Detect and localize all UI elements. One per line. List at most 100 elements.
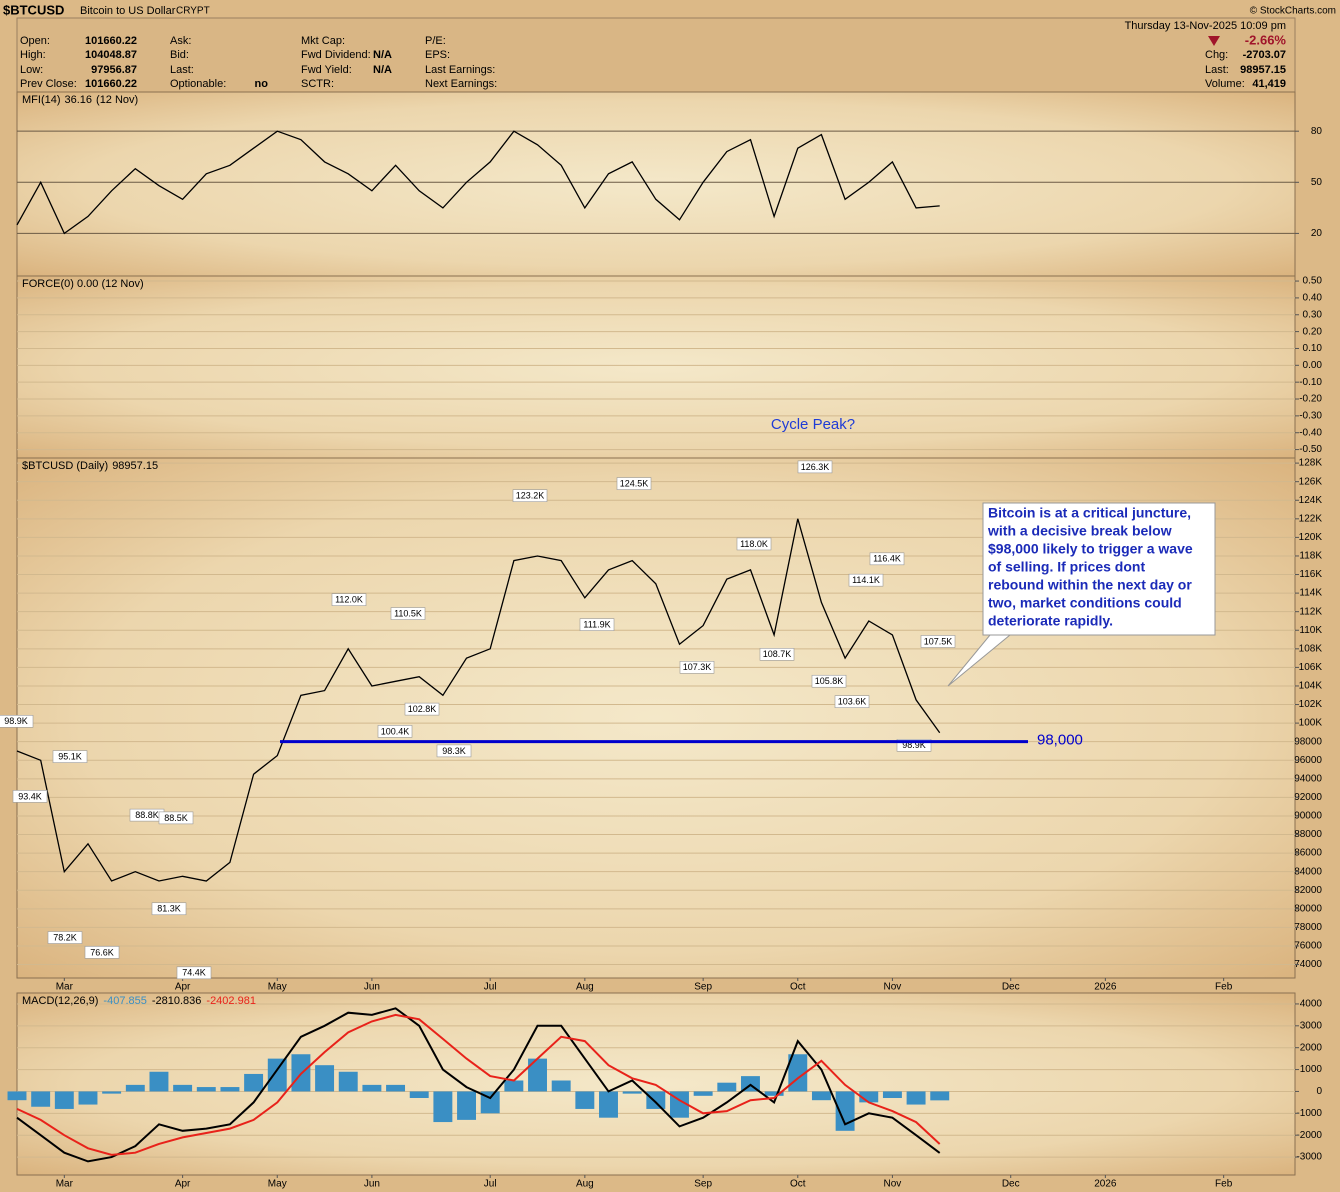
field-label: EPS: — [425, 49, 450, 61]
price-label: 107.3K — [683, 662, 712, 672]
panel — [16, 275, 1296, 459]
histogram-bar — [835, 1091, 855, 1131]
histogram-bar — [7, 1091, 27, 1101]
y-tick-label: 92000 — [1294, 792, 1322, 803]
y-tick-label: -0.10 — [1299, 377, 1322, 388]
price-label: 98.9K — [4, 716, 28, 726]
x-tick-label: Oct — [790, 982, 806, 993]
change-pct: -2.66% — [1245, 32, 1287, 47]
histogram-bar — [528, 1058, 547, 1092]
price-label-box — [151, 902, 187, 916]
panel-title: $BTCUSD (Daily) 98957.15 — [22, 460, 158, 472]
y-tick-label: -2000 — [1296, 1130, 1322, 1141]
histogram-bar — [102, 1091, 122, 1094]
x-tick-label: Jul — [484, 1179, 497, 1190]
legend-value: -407.855 — [103, 995, 146, 1007]
price-label-box — [12, 790, 48, 803]
callout-text: with a decisive break below — [987, 523, 1172, 539]
support-label: 98,000 — [1037, 732, 1083, 749]
price-label-box — [679, 661, 715, 674]
histogram-bar — [882, 1091, 902, 1098]
field-value: N/A — [373, 49, 392, 61]
legend-value: -2402.981 — [206, 995, 256, 1007]
price-label-box — [797, 460, 833, 474]
down-arrow — [1208, 36, 1220, 46]
series-line — [16, 518, 941, 882]
y-tick-label: -0.20 — [1299, 394, 1322, 405]
x-tick-label: Nov — [884, 982, 902, 993]
y-tick-label: 2000 — [1300, 1042, 1323, 1053]
field-label: P/E: — [425, 35, 446, 47]
quote-label: Last: — [1205, 64, 1229, 76]
panel — [16, 91, 1296, 277]
y-tick-label: 112K — [1299, 606, 1322, 617]
x-tick-label: Jun — [364, 982, 380, 993]
price-label: 88.5K — [164, 813, 188, 823]
price-label: 112.0K — [335, 595, 363, 605]
y-tick-label: 80 — [1311, 126, 1323, 137]
price-label: 100.4K — [381, 726, 410, 736]
x-tick-label: Nov — [884, 1179, 902, 1190]
price-label-box — [404, 702, 440, 716]
histogram-bar — [362, 1084, 382, 1092]
price-label: 78.2K — [53, 932, 77, 942]
field-label: High: — [20, 49, 46, 61]
title-value: 36.16 — [65, 94, 93, 106]
y-tick-label: 108K — [1299, 643, 1323, 654]
field-value: 101660.22 — [85, 78, 137, 90]
x-tick-label: Feb — [1215, 1179, 1233, 1190]
histogram-bar — [125, 1084, 145, 1092]
x-tick-label: Mar — [56, 982, 74, 993]
y-tick-label: 106K — [1299, 662, 1323, 673]
price-label-box — [176, 966, 212, 980]
y-tick-label: -0.40 — [1299, 427, 1322, 438]
x-tick-label: Sep — [694, 1179, 712, 1190]
histogram-bar — [244, 1073, 264, 1092]
price-label-box — [47, 931, 83, 944]
histogram-bar — [504, 1080, 524, 1092]
price-label: 103.6K — [838, 697, 867, 707]
y-tick-label: 86000 — [1294, 848, 1322, 859]
histogram-bar — [78, 1091, 98, 1105]
y-tick-label: 0.40 — [1303, 293, 1323, 304]
price-label-box — [0, 715, 34, 728]
y-tick-label: 0.50 — [1303, 276, 1323, 287]
annotation: Cycle Peak? — [771, 416, 855, 433]
series-line — [16, 1013, 941, 1156]
price-label: 123.2K — [516, 491, 545, 501]
price-label: 105.8K — [815, 676, 844, 686]
y-tick-label: 74000 — [1294, 959, 1322, 970]
histogram-bar — [906, 1091, 926, 1105]
y-tick-label: 120K — [1299, 532, 1323, 543]
price-label: 93.4K — [18, 791, 42, 801]
price-label: 74.4K — [182, 968, 206, 978]
legend-value: -2810.836 — [152, 995, 202, 1007]
field-label: Bid: — [170, 49, 189, 61]
title-text: $BTCUSD (Daily) — [22, 460, 108, 472]
y-tick-label: -0.50 — [1299, 444, 1322, 455]
x-tick-label: May — [268, 982, 287, 993]
price-label: 88.8K — [135, 810, 159, 820]
x-tick-label: Sep — [694, 982, 712, 993]
histogram-bar — [338, 1071, 358, 1092]
callout-text: of selling. If prices dont — [988, 559, 1145, 575]
price-label-box — [377, 725, 413, 738]
x-tick-label: Mar — [56, 1179, 74, 1190]
quote-label: Volume: — [1205, 78, 1245, 90]
price-label-box — [158, 811, 194, 825]
field-label: Low: — [20, 64, 43, 76]
histogram-bar — [599, 1091, 618, 1118]
y-tick-label: 1000 — [1300, 1064, 1323, 1075]
field-value: no — [255, 78, 269, 90]
histogram-bar — [930, 1091, 950, 1101]
histogram-bar — [693, 1091, 713, 1096]
price-label: 124.5K — [620, 478, 649, 488]
y-tick-label: 84000 — [1294, 866, 1322, 877]
y-tick-label: 20 — [1311, 228, 1323, 239]
histogram-bar — [575, 1091, 595, 1109]
header-panel — [16, 17, 1296, 93]
field-label: Fwd Dividend: — [301, 49, 371, 61]
y-tick-label: 118K — [1299, 551, 1322, 562]
histogram-bar — [315, 1065, 335, 1092]
